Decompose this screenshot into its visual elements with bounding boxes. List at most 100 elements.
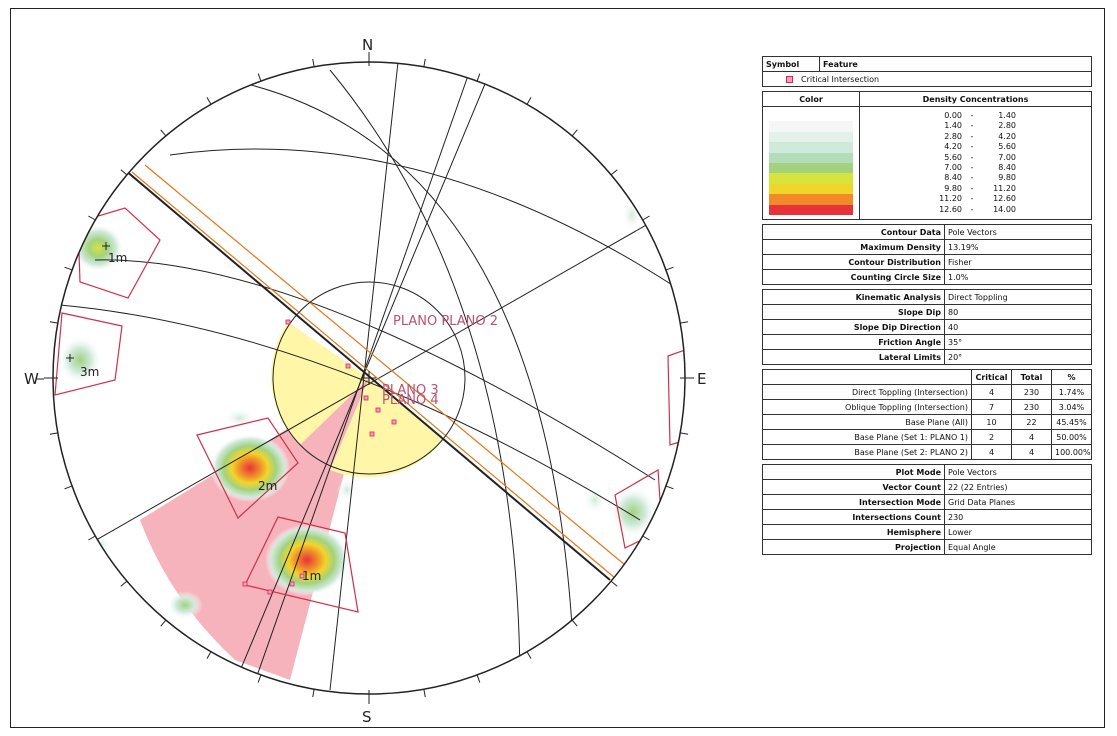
plane-label-plano-plano2: PLANO PLANO 2	[393, 314, 498, 329]
range-to: 11.20	[993, 183, 1016, 193]
range-dash: -	[970, 183, 974, 193]
contour-value: Fisher	[944, 254, 1092, 271]
plot-label: Projection	[762, 539, 945, 556]
degree-tick	[49, 432, 58, 435]
critical-point	[242, 581, 248, 587]
range-to: 14.00	[993, 204, 1016, 214]
result-label: Direct Toppling (Intersection)	[762, 384, 972, 401]
result-pct: 50.00%	[1051, 429, 1092, 446]
result-pct: 100.00%	[1051, 444, 1092, 461]
result-pct: 3.04%	[1051, 399, 1092, 416]
results-blank	[762, 369, 972, 386]
critical-header: Critical	[971, 369, 1012, 386]
degree-tick	[423, 689, 426, 698]
range-to: 8.40	[998, 163, 1016, 173]
degree-tick	[665, 485, 674, 490]
kinematic-label: Slope Dip	[762, 304, 945, 321]
range-from: 1.40	[944, 121, 962, 131]
feature-row: Critical Intersection	[762, 71, 1092, 87]
density-swatch	[769, 111, 853, 122]
degree-tick	[526, 97, 532, 105]
range-from: 12.60	[939, 204, 962, 214]
density-header: Density Concentrations	[859, 91, 1092, 107]
degree-tick	[665, 266, 674, 271]
degree-tick	[257, 73, 262, 82]
kinematic-value: 80	[944, 304, 1092, 321]
degree-tick	[160, 129, 167, 137]
critical-point	[345, 363, 351, 369]
critical-point	[289, 581, 295, 587]
degree-tick	[476, 73, 481, 82]
plot-label: Vector Count	[762, 479, 945, 496]
result-total: 230	[1011, 384, 1052, 401]
density-swatch	[769, 173, 853, 184]
kinematic-row: Slope Dip Direction 40	[762, 319, 1092, 336]
density-range-row: 2.80- 4.20	[926, 132, 1085, 142]
plot-value: Pole Vectors	[944, 464, 1092, 481]
density-swatch	[769, 142, 853, 153]
density-cluster-4	[58, 336, 102, 384]
density-range-row: 12.60- 14.00	[926, 205, 1085, 215]
window-set-3	[77, 207, 161, 299]
daylight-envelope	[271, 322, 369, 445]
range-from: 7.00	[944, 163, 962, 173]
great-circle-5	[329, 69, 521, 691]
plot-row: Hemisphere Lower	[762, 524, 1092, 541]
plot-row: Projection Equal Angle	[762, 539, 1092, 556]
density-hotspot-1	[210, 434, 290, 502]
range-dash: -	[970, 194, 974, 204]
compass-south: S	[362, 708, 372, 726]
kinematic-label: Lateral Limits	[762, 349, 945, 366]
result-critical: 4	[971, 444, 1012, 461]
density-swatch	[769, 183, 853, 195]
result-label: Oblique Toppling (Intersection)	[762, 399, 972, 416]
degree-tick	[642, 215, 650, 221]
kinematic-row: Kinematic Analysis Direct Toppling	[762, 289, 1092, 306]
feature-legend-table: Symbol Feature Critical Intersection	[762, 56, 1092, 87]
density-range-row: 4.20- 5.60	[926, 142, 1085, 152]
total-header: Total	[1011, 369, 1052, 386]
range-dash: -	[970, 131, 974, 141]
result-row: Base Plane (Set 2: PLANO 2) 4 4 100.00%	[762, 444, 1092, 461]
range-from: 0.00	[944, 111, 962, 120]
contour-value: 13.19%	[944, 239, 1092, 256]
degree-tick	[423, 58, 426, 67]
result-row: Base Plane (All) 10 22 45.45%	[762, 414, 1092, 431]
result-critical: 4	[971, 384, 1012, 401]
density-faint-2	[167, 591, 203, 619]
range-to: 4.20	[998, 131, 1016, 141]
plot-label: Intersections Count	[762, 509, 945, 526]
kinematic-row: Lateral Limits 20°	[762, 349, 1092, 366]
density-faint-3	[583, 486, 607, 514]
contour-value: 1.0%	[944, 269, 1092, 286]
density-swatch	[769, 163, 853, 174]
range-dash: -	[970, 152, 974, 162]
result-label: Base Plane (Set 1: PLANO 1)	[762, 429, 972, 446]
legend-panel: Symbol Feature Critical Intersection Col…	[762, 56, 1092, 559]
density-table: Color Density Concentrations 0.00-1.40 1.…	[762, 91, 1092, 221]
density-range-row: 0.00- 1.40	[926, 111, 1085, 121]
result-critical: 7	[971, 399, 1012, 416]
kinematic-row: Friction Angle 35°	[762, 334, 1092, 351]
range-from: 11.20	[939, 194, 962, 204]
degree-tick	[610, 169, 618, 176]
kinematic-value: 20°	[944, 349, 1092, 366]
density-range-row: 1.40- 2.80	[926, 121, 1085, 131]
critical-point	[391, 419, 397, 425]
plot-label: Plot Mode	[762, 464, 945, 481]
density-swatch	[769, 152, 853, 164]
critical-point	[363, 395, 369, 401]
plane-label-plano3: PLANO 3	[382, 383, 439, 398]
plot-label: Intersection Mode	[762, 494, 945, 511]
kinematic-value: Direct Toppling	[944, 289, 1092, 306]
great-circle-8	[329, 62, 399, 691]
density-range-row: 11.20- 12.60	[926, 194, 1085, 204]
range-dash: -	[970, 204, 974, 214]
color-ramp	[762, 105, 860, 221]
slope-plane-2	[144, 164, 626, 566]
contour-row: Contour Distribution Fisher	[762, 254, 1092, 271]
degree-tick	[206, 97, 212, 105]
kinematic-table: Kinematic Analysis Direct Toppling Slope D…	[762, 289, 1092, 366]
result-row: Base Plane (Set 1: PLANO 1) 2 4 50.00%	[762, 429, 1092, 446]
density-range-row: 8.40- 9.80	[926, 173, 1085, 183]
